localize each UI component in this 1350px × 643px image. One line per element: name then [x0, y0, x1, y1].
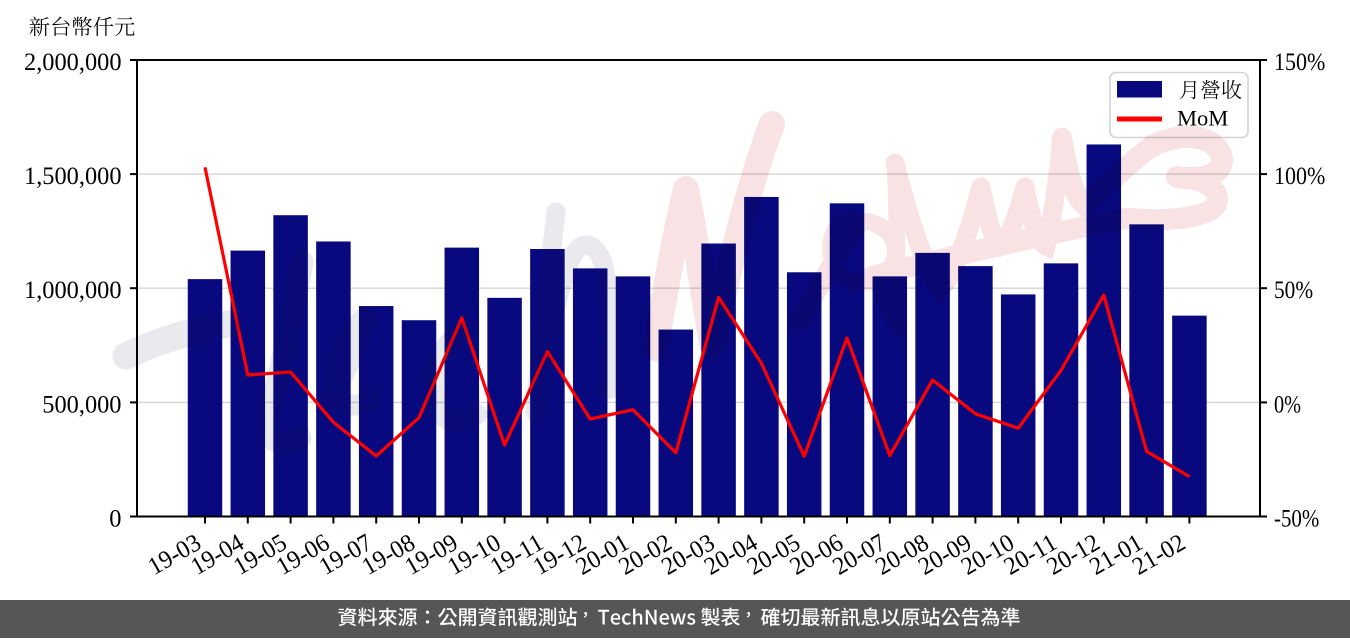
svg-text:150%: 150% — [1274, 49, 1325, 76]
svg-text:0%: 0% — [1274, 391, 1301, 418]
svg-text:-50%: -50% — [1274, 506, 1319, 533]
svg-text:1,500,000: 1,500,000 — [24, 163, 122, 190]
svg-text:100%: 100% — [1274, 163, 1325, 190]
svg-text:0: 0 — [109, 506, 121, 533]
svg-text:50%: 50% — [1274, 277, 1313, 304]
svg-text:1,000,000: 1,000,000 — [24, 277, 122, 304]
svg-text:2,000,000: 2,000,000 — [24, 49, 122, 76]
svg-text:500,000: 500,000 — [42, 391, 121, 418]
